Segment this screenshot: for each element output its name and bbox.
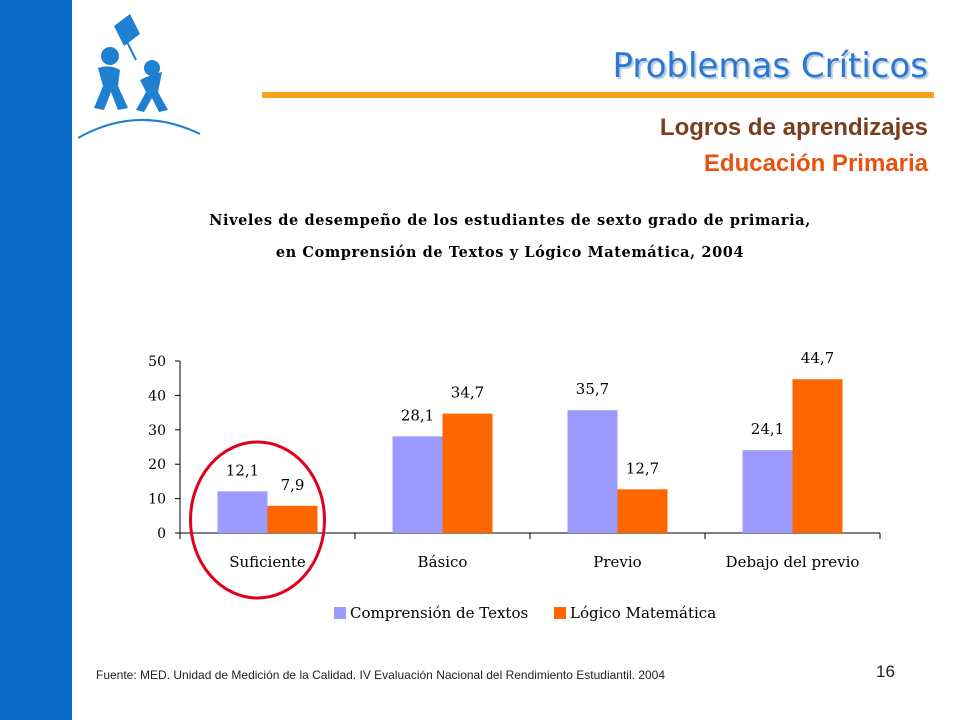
ground-arc xyxy=(78,119,201,139)
child-body-left xyxy=(94,66,128,110)
bar xyxy=(617,489,668,533)
bar xyxy=(392,436,443,533)
bar xyxy=(792,379,843,533)
x-category-label: Debajo del previo xyxy=(726,553,860,571)
x-category-label: Previo xyxy=(593,553,641,571)
child-head-right xyxy=(144,60,160,76)
kite-icon xyxy=(114,14,140,46)
data-label: 44,7 xyxy=(801,349,834,367)
y-tick-label: 0 xyxy=(157,526,166,542)
bar xyxy=(267,505,318,533)
x-category-label: Suficiente xyxy=(229,553,306,571)
chart-title-line-2: en Comprensión de Textos y Lógico Matemá… xyxy=(275,244,745,261)
legend-label: Lógico Matemática xyxy=(570,604,716,622)
page-number: 16 xyxy=(876,662,895,681)
highlight-circle xyxy=(189,440,326,600)
y-tick-label: 20 xyxy=(148,457,166,473)
chart-title-line-1: Niveles de desempeño de los estudiantes … xyxy=(209,212,811,229)
slide-subtitle-2: Educación Primaria xyxy=(703,150,928,177)
x-category-label: Básico xyxy=(418,553,468,571)
y-tick-label: 50 xyxy=(148,354,166,370)
child-head-left xyxy=(101,47,119,65)
data-label: 12,7 xyxy=(626,459,659,477)
bar xyxy=(217,491,268,533)
bar xyxy=(742,450,793,533)
data-label: 7,9 xyxy=(281,476,305,494)
kite-and-children-logo xyxy=(78,14,201,139)
bar xyxy=(567,410,618,533)
data-label: 28,1 xyxy=(401,406,434,424)
data-label: 24,1 xyxy=(751,420,784,438)
y-tick-label: 40 xyxy=(148,388,166,404)
data-label: 34,7 xyxy=(451,384,484,402)
y-tick-label: 30 xyxy=(148,423,166,439)
source-note: Fuente: MED. Unidad de Medición de la Ca… xyxy=(96,668,665,682)
bar xyxy=(442,413,493,533)
legend-label: Comprensión de Textos xyxy=(350,604,528,622)
child-body-right xyxy=(136,72,168,112)
sidebar-band xyxy=(0,0,72,720)
legend-swatch xyxy=(554,607,566,619)
data-label: 35,7 xyxy=(576,380,609,398)
slide-title: Problemas Críticos xyxy=(612,46,928,86)
title-underline xyxy=(262,92,934,98)
slide-subtitle-1: Logros de aprendizajes xyxy=(659,114,928,141)
data-label: 12,1 xyxy=(226,461,259,479)
y-tick-label: 10 xyxy=(148,492,166,508)
legend-swatch xyxy=(334,607,346,619)
